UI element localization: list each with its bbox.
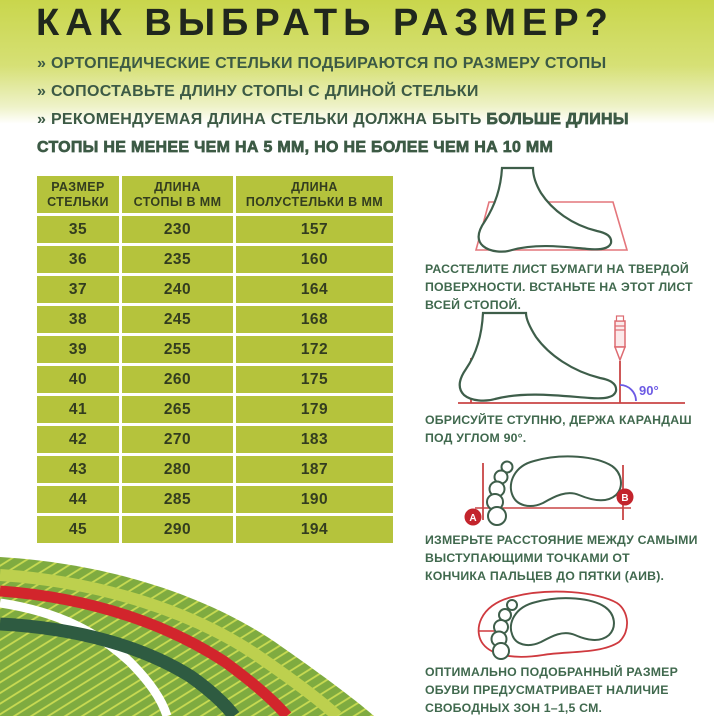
size-cell: 40 [37,366,122,396]
col-header-insole-size: РАЗМЕР СТЕЛЬКИ [37,176,122,216]
size-cell: 235 [122,246,236,276]
intro-bullets: » ОРТОПЕДИЧЕСКИЕ СТЕЛЬКИ ПОДБИРАЮТСЯ ПО … [37,50,693,162]
size-cell: 280 [122,456,236,486]
size-cell: 265 [122,396,236,426]
size-cell: 190 [236,486,393,516]
size-cell: 240 [122,276,236,306]
size-row: 44 285 190 [37,486,393,516]
step-3-caption: ИЗМЕРЬТЕ РАССТОЯНИЕ МЕЖДУ САМЫМИ ВЫСТУПА… [425,533,698,583]
size-table: РАЗМЕР СТЕЛЬКИ ДЛИНА СТОПЫ В ММ ДЛИНА ПО… [37,176,393,546]
size-cell: 35 [37,216,122,246]
footprint-measure-illustration: А В [464,455,634,526]
size-cell: 160 [236,246,393,276]
decorative-waves [0,557,374,716]
wave-dark-green [0,617,240,716]
size-cell: 157 [236,216,393,246]
size-row: 36 235 160 [37,246,393,276]
size-cell: 36 [37,246,122,276]
size-row: 45 290 194 [37,516,393,546]
foot-with-pencil-illustration: 90° [458,311,685,404]
size-cell: 38 [37,306,122,336]
bullet-item: » СОПОСТАВЬТЕ ДЛИНУ СТОПЫ С ДЛИНОЙ СТЕЛЬ… [37,78,693,106]
size-row: 42 270 183 [37,426,393,456]
size-cell: 42 [37,426,122,456]
bullet-text: ОРТОПЕДИЧЕСКИЕ СТЕЛЬКИ ПОДБИРАЮТСЯ ПО РА… [50,55,607,72]
point-b-label: В [621,493,628,504]
bullet-text: СОПОСТАВЬТЕ ДЛИНУ СТОПЫ С ДЛИНОЙ СТЕЛЬКИ [50,83,479,100]
size-cell: 41 [37,396,122,426]
footprint-icon [486,455,622,526]
size-cell: 39 [37,336,122,366]
bullet-item: » ОРТОПЕДИЧЕСКИЕ СТЕЛЬКИ ПОДБИРАЮТСЯ ПО … [37,50,693,78]
size-row: 43 280 187 [37,456,393,486]
size-row: 38 245 168 [37,306,393,336]
step-1-caption: РАССТЕЛИТЕ ЛИСТ БУМАГИ НА ТВЕРДОЙ ПОВЕРХ… [425,262,693,312]
wave-white [0,598,172,716]
point-a-label: А [469,513,476,524]
size-row: 37 240 164 [37,276,393,306]
bullet-marker: » [37,83,51,100]
step-4-caption: ОПТИМАЛЬНО ПОДОБРАННЫЙ РАЗМЕР ОБУВИ ПРЕД… [425,665,678,715]
bullet-marker: » [37,111,51,128]
size-cell: 37 [37,276,122,306]
size-table-header-row: РАЗМЕР СТЕЛЬКИ ДЛИНА СТОПЫ В ММ ДЛИНА ПО… [37,176,393,216]
step-3: А В ИЗМЕРЬТЕ РАССТОЯНИЕ МЕЖДУ САМЫМИ ВЫС… [425,447,705,585]
step-1: РАССТЕЛИТЕ ЛИСТ БУМАГИ НА ТВЕРДОЙ ПОВЕРХ… [425,166,705,314]
bullet-text-heavy: БОЛЬШЕ ДЛИНЫ СТОПЫ НЕ МЕНЕЕ ЧЕМ НА 5 ММ,… [37,111,629,157]
size-cell: 164 [236,276,393,306]
paper-sheet-icon [474,201,629,251]
size-cell: 183 [236,426,393,456]
pencil-icon [613,315,627,363]
bullet-text: РЕКОМЕНДУЕМАЯ ДЛИНА СТЕЛЬКИ ДОЛЖНА БЫТЬ [50,111,487,128]
size-row: 41 265 179 [37,396,393,426]
angle-label: 90° [639,383,659,398]
size-row: 39 255 172 [37,336,393,366]
wave-red [0,585,292,716]
bullet-marker: » [37,55,51,72]
size-row: 35 230 157 [37,216,393,246]
size-cell: 290 [122,516,236,546]
size-cell: 179 [236,396,393,426]
foot-side-icon [477,166,613,253]
size-cell: 172 [236,336,393,366]
point-b-marker: В [616,488,634,506]
size-cell: 260 [122,366,236,396]
size-cell: 175 [236,366,393,396]
col-header-foot-length: ДЛИНА СТОПЫ В ММ [122,176,236,216]
foot-side-icon [458,311,618,402]
angle-arc [619,384,637,402]
size-cell: 44 [37,486,122,516]
size-table-body: 35 230 157 36 235 160 37 240 164 38 245 168 39 255 172… [37,216,393,546]
wave-light-green [0,569,342,716]
size-cell: 245 [122,306,236,336]
col-header-half-insole-length: ДЛИНА ПОЛУСТЕЛЬКИ В ММ [236,176,393,216]
footprint-icon [490,597,615,660]
size-cell: 285 [122,486,236,516]
size-cell: 168 [236,306,393,336]
size-row: 40 260 175 [37,366,393,396]
size-cell: 187 [236,456,393,486]
size-cell: 270 [122,426,236,456]
size-cell: 45 [37,516,122,546]
step-4: ОПТИМАЛЬНО ПОДОБРАННЫЙ РАЗМЕР ОБУВИ ПРЕД… [425,589,705,716]
step-2: 90° ОБРИСУЙТЕ СТУПНЮ, ДЕРЖА КАРАНДАШ ПОД… [425,311,705,447]
footprint-in-insole-illustration [477,590,628,660]
foot-on-paper-illustration [474,166,629,253]
step-2-caption: ОБРИСУЙТЕ СТУПНЮ, ДЕРЖА КАРАНДАШ ПОД УГЛ… [425,413,692,445]
insole-outline-icon [477,590,628,658]
point-a-marker: А [464,508,482,526]
size-cell: 43 [37,456,122,486]
size-cell: 230 [122,216,236,246]
page-title: КАК ВЫБРАТЬ РАЗМЕР? [36,2,614,44]
bullet-item: » РЕКОМЕНДУЕМАЯ ДЛИНА СТЕЛЬКИ ДОЛЖНА БЫТ… [37,106,693,162]
size-cell: 255 [122,336,236,366]
header-gradient-band [0,0,714,172]
size-cell: 194 [236,516,393,546]
